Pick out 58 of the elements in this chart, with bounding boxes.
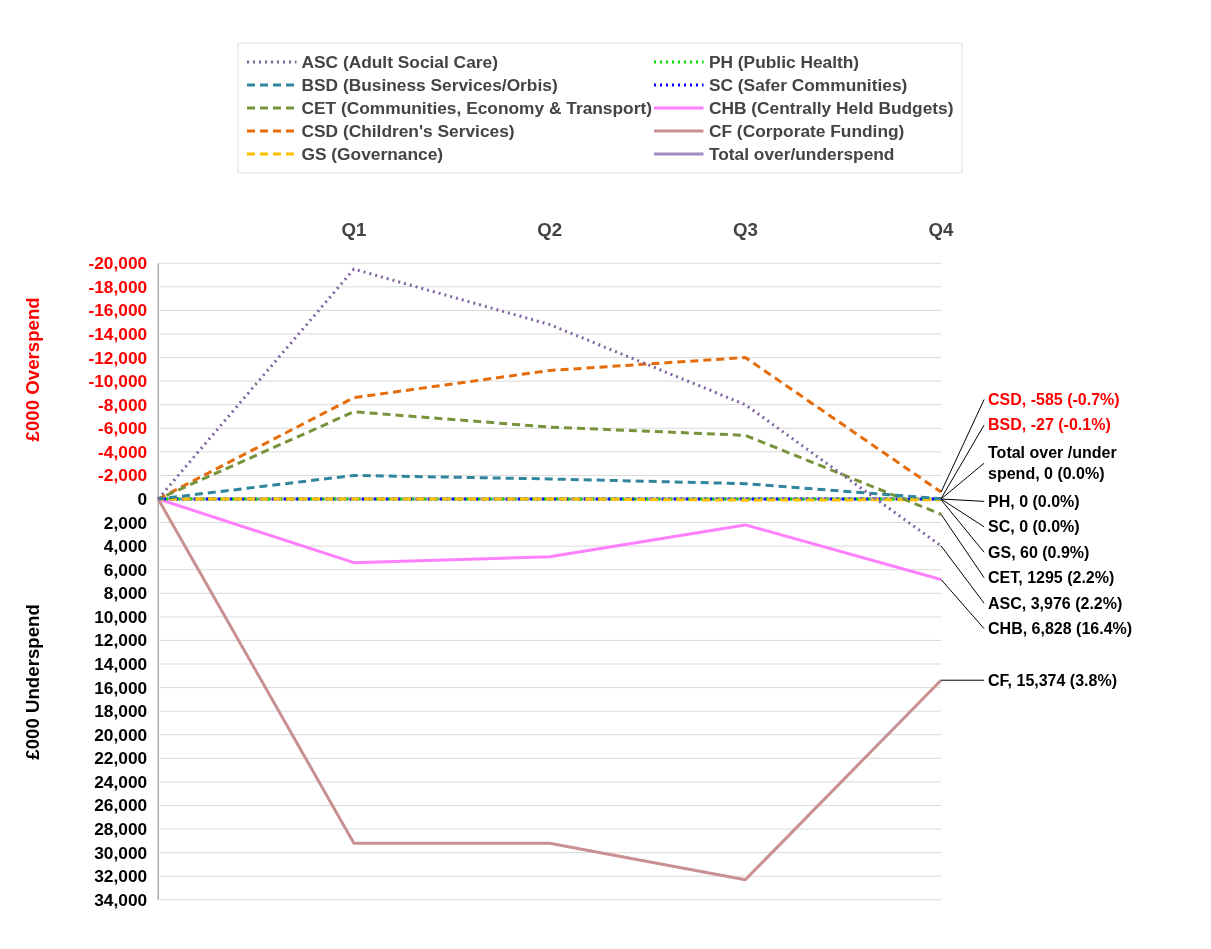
y-tick-label: -12,000 [88,347,148,368]
legend-label: CET (Communities, Economy & Transport) [301,97,652,118]
y-tick-label: -4,000 [98,441,148,462]
legend-label: CHB (Centrally Held Budgets) [708,97,954,118]
legend-label: CSD (Children's Services) [301,120,515,141]
y-tick-label: 10,000 [94,606,148,627]
y-tick-label: 34,000 [94,889,148,910]
annotation: GS, 60 (0.9%) [988,543,1090,561]
annotation: PH, 0 (0.0%) [988,492,1080,510]
x-tick-label: Q2 [537,218,563,240]
line-series [156,267,943,548]
x-tick-label: Q3 [732,218,758,240]
line-series [156,497,943,581]
y-tick-label: 4,000 [103,536,148,557]
y-tick-label: 24,000 [94,771,148,792]
legend-label: Total over/underspend [708,143,895,164]
annotation: BSD, -27 (-0.1%) [988,416,1111,434]
legend-label: PH (Public Health) [708,51,860,72]
annotation: CET, 1295 (2.2%) [988,569,1115,587]
y-tick-label: 18,000 [94,701,148,722]
y-tick-label: 28,000 [94,819,148,840]
annotation: SC, 0 (0.0%) [988,518,1080,536]
y-tick-label: 12,000 [94,630,148,651]
x-tick-label: Q1 [341,218,367,240]
y-tick-label: -8,000 [98,394,148,415]
annotation: ASC, 3,976 (2.2%) [988,594,1123,612]
line-series [156,473,943,501]
y-tick-label: 6,000 [103,559,148,580]
y-tick-label: 2,000 [103,512,148,533]
y-tick-label: -14,000 [88,323,148,344]
annotation: CHB, 6,828 (16.4%) [988,620,1133,638]
y-tick-label: 20,000 [94,724,148,745]
legend-label: CF (Corporate Funding) [708,120,905,141]
y-tick-label: 0 [137,488,148,509]
annotation: CSD, -585 (-0.7%) [988,391,1120,409]
legend-label: SC (Safer Communities) [708,74,908,95]
annotation: CF, 15,374 (3.8%) [988,671,1117,689]
y-tick-label: 26,000 [94,795,148,816]
y-tick-label: -18,000 [88,276,148,297]
y-tick-label: -6,000 [98,418,148,439]
line-series [156,497,943,882]
y-tick-label: 32,000 [94,866,148,887]
y-tick-label: 16,000 [94,677,148,698]
y-tick-label: -16,000 [88,300,148,321]
legend-label: BSD (Business Services/Orbis) [301,74,558,95]
y-tick-label: 8,000 [103,583,148,604]
annotation: Total over /under spend, 0 (0.0%) [988,444,1117,482]
text: £000 Overspend [22,297,44,442]
legend-label: GS (Governance) [301,143,444,164]
legend-label: ASC (Adult Social Care) [301,51,498,72]
y-axis-title: £000 Underspend [22,604,44,760]
y-tick-label: 30,000 [94,842,148,863]
y-tick-label: 14,000 [94,654,148,675]
y-tick-label: -20,000 [88,253,148,274]
y-tick-label: 22,000 [94,748,148,769]
y-tick-label: -10,000 [88,371,148,392]
y-tick-label: -2,000 [98,465,148,486]
x-tick-label: Q4 [928,218,955,240]
